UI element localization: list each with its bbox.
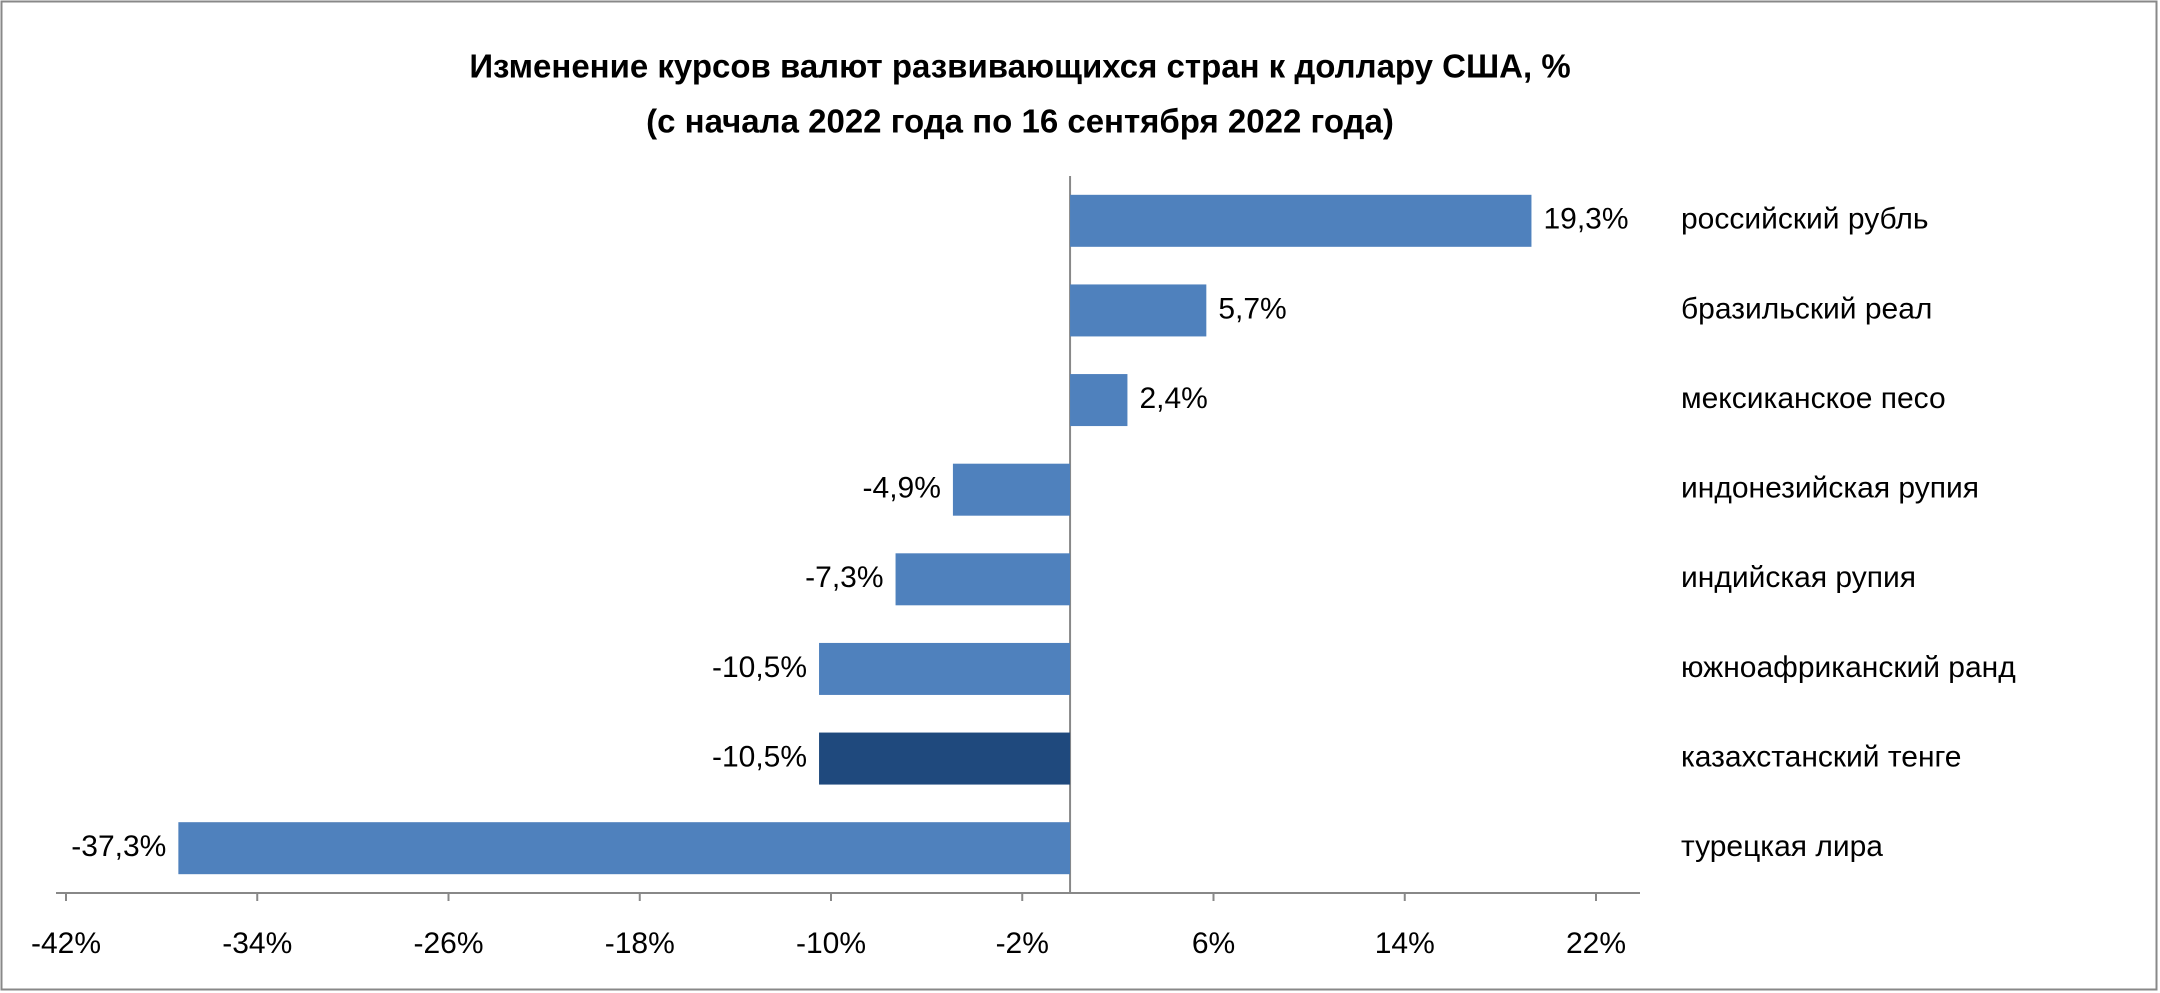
bar <box>1070 194 1532 247</box>
x-tick-label: 22% <box>1566 927 1626 960</box>
value-label: 19,3% <box>1543 203 1628 236</box>
x-tick-label: -42% <box>31 927 101 960</box>
value-label: -7,3% <box>805 561 883 594</box>
value-label: -4,9% <box>863 472 941 505</box>
bar <box>819 642 1071 695</box>
chart-subtitle: (с начала 2022 года по 16 сентября 2022 … <box>646 103 1394 140</box>
category-label: российский рубль <box>1681 203 1929 236</box>
category-label: южноафриканский ранд <box>1681 651 2016 684</box>
x-tick-label: -26% <box>413 927 483 960</box>
category-label: турецкая лира <box>1681 830 1883 863</box>
chart-title: Изменение курсов валют развивающихся стр… <box>469 48 1570 85</box>
x-tick-label: -10% <box>796 927 866 960</box>
bar <box>819 732 1071 785</box>
value-label: -10,5% <box>712 740 807 773</box>
bar <box>1070 284 1207 337</box>
category-label: казахстанский тенге <box>1681 740 1962 773</box>
category-label: индонезийская рупия <box>1681 472 1979 505</box>
value-label: -37,3% <box>71 830 166 863</box>
x-tick-label: -18% <box>605 927 675 960</box>
category-label: индийская рупия <box>1681 561 1916 594</box>
x-tick-label: 6% <box>1192 927 1235 960</box>
bar <box>895 553 1071 606</box>
bar <box>952 463 1071 516</box>
value-label: 2,4% <box>1139 382 1207 415</box>
x-tick-label: -34% <box>222 927 292 960</box>
x-tick-label: 14% <box>1375 927 1435 960</box>
category-label: мексиканское песо <box>1681 382 1946 415</box>
category-label: бразильский реал <box>1681 292 1932 325</box>
bar <box>1070 374 1128 427</box>
value-label: -10,5% <box>712 651 807 684</box>
x-tick-label: -2% <box>996 927 1049 960</box>
value-label: 5,7% <box>1218 292 1286 325</box>
bar <box>178 822 1071 875</box>
